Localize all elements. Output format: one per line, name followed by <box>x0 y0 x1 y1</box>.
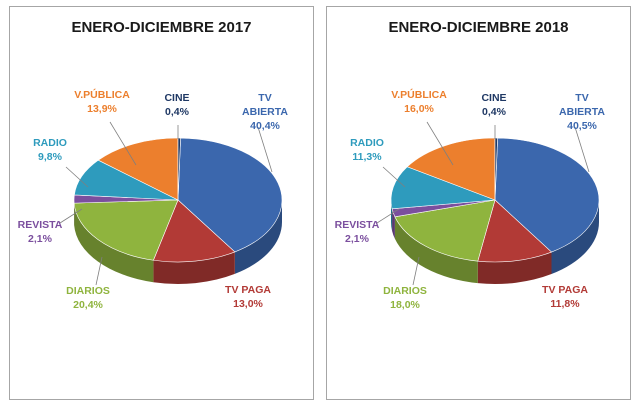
pie-slice-tv-paga <box>477 199 553 263</box>
data-label-cine: CINE 0,4% <box>481 92 506 118</box>
pie-top <box>390 137 600 263</box>
pie-slice-v-p-blica <box>406 137 496 201</box>
data-label-diarios: DIARIOS 20,4% <box>66 285 110 311</box>
chart-panel-2018: ENERO-DICIEMBRE 2018 TV ABIERTA 40,5% TV PA… <box>326 6 631 400</box>
chart-panel-2017: ENERO-DICIEMBRE 2017 TV ABIERTA 40,4% TV PA… <box>9 6 314 400</box>
leader-line <box>574 126 590 173</box>
pie-slice-side-tv-paga <box>477 252 552 285</box>
pie-side <box>391 200 599 285</box>
pie-slice-side-tv-abierta <box>234 200 282 274</box>
data-label-cine: CINE 0,4% <box>164 92 189 118</box>
data-label-radio: RADIO 9,8% <box>33 137 67 163</box>
pie-slice-v-p-blica <box>97 137 179 201</box>
data-label-diarios: DIARIOS 18,0% <box>383 285 427 311</box>
data-label-tv-paga: TV PAGA 11,8% <box>542 284 588 310</box>
pie-slice-side-diarios <box>74 203 154 283</box>
pie-slice-diarios <box>394 199 496 262</box>
data-label-v-p-blica: V.PÚBLICA 16,0% <box>391 88 447 115</box>
leader-line <box>95 256 103 286</box>
pie-slice-side-tv-abierta <box>551 200 599 275</box>
pie-slice-tv-paga <box>152 199 236 263</box>
pie-slice-side-tv-paga <box>153 251 235 284</box>
pie-top <box>73 137 283 263</box>
data-label-tv-abierta: TV ABIERTA 40,5% <box>559 92 605 132</box>
data-label-revista: REVISTA 2,1% <box>18 219 63 245</box>
data-label-radio: RADIO 11,3% <box>350 137 384 163</box>
pie-slice-diarios <box>73 199 179 261</box>
data-label-v-p-blica: V.PÚBLICA 13,9% <box>74 88 130 115</box>
pie-chart-2017: TV ABIERTA 40,4% TV PAGA 13,0% DIARIOS 20,4% RE… <box>18 88 289 311</box>
leader-line <box>109 121 137 166</box>
chart-title: ENERO-DICIEMBRE 2017 <box>71 19 252 36</box>
leader-line <box>412 256 420 286</box>
leader-line <box>426 121 454 166</box>
leader-line <box>257 126 273 173</box>
chart-title: ENERO-DICIEMBRE 2018 <box>388 19 569 36</box>
data-label-tv-paga: TV PAGA 13,0% <box>225 284 271 310</box>
pie-slice-side-diarios <box>394 216 478 284</box>
pie-chart-2018: TV ABIERTA 40,5% TV PAGA 11,8% DIARIOS 18,0% RE… <box>335 88 606 311</box>
leader-line <box>382 166 406 188</box>
data-label-tv-abierta: TV ABIERTA 40,4% <box>242 92 288 132</box>
data-label-revista: REVISTA 2,1% <box>335 219 380 245</box>
pie-slice-side-revista <box>392 208 395 239</box>
leader-line <box>65 166 89 188</box>
leader-line <box>59 208 83 224</box>
pie-side <box>74 200 282 284</box>
leader-line <box>376 208 400 224</box>
pie-slice-radio <box>390 166 496 210</box>
